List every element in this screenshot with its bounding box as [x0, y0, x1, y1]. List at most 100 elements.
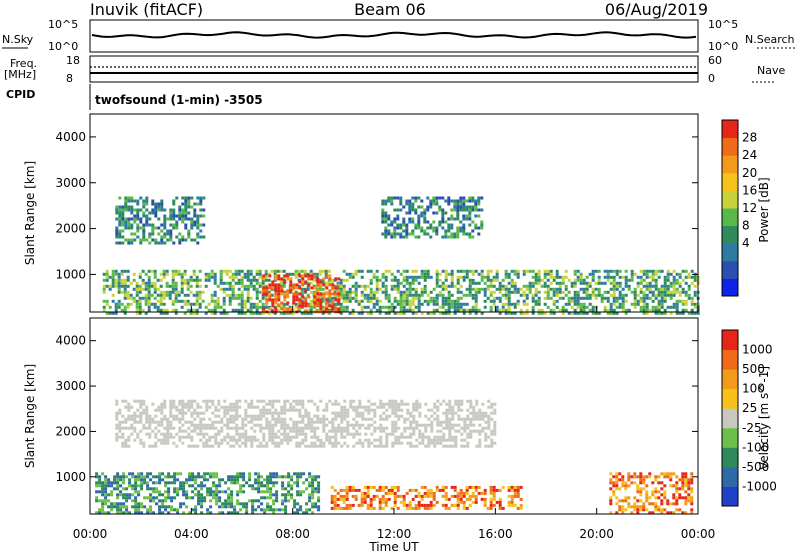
range-gate-cell	[369, 500, 373, 504]
range-gate-cell	[198, 284, 202, 288]
range-gate-cell	[268, 286, 272, 290]
range-gate-cell	[411, 269, 415, 273]
range-gate-cell	[121, 211, 125, 215]
range-gate-cell	[249, 269, 253, 273]
range-gate-cell	[394, 402, 398, 406]
range-gate-cell	[142, 423, 146, 427]
range-gate-cell	[284, 493, 288, 497]
range-gate-cell	[266, 487, 270, 491]
range-gate-cell	[190, 429, 194, 433]
range-gate-cell	[381, 272, 385, 276]
range-gate-cell	[462, 214, 466, 218]
range-gate-cell	[460, 402, 464, 406]
range-gate-cell	[415, 423, 419, 427]
range-gate-cell	[272, 511, 276, 515]
range-gate-cell	[409, 435, 413, 439]
range-gate-cell	[387, 299, 391, 303]
range-gate-cell	[432, 497, 436, 501]
range-gate-cell	[277, 277, 281, 281]
range-gate-cell	[181, 417, 185, 421]
range-gate-cell	[367, 423, 371, 427]
range-gate-cell	[180, 281, 184, 285]
range-gate-cell	[205, 408, 209, 412]
range-gate-cell	[101, 508, 105, 512]
range-gate-cell	[411, 202, 415, 206]
range-gate-cell	[513, 503, 517, 507]
range-gate-cell	[346, 429, 350, 433]
range-gate-cell	[636, 508, 640, 512]
range-gate-cell	[417, 281, 421, 285]
range-gate-cell	[139, 217, 143, 221]
range-gate-cell	[213, 308, 217, 312]
range-gate-cell	[136, 420, 140, 424]
range-gate-cell	[178, 408, 182, 412]
range-gate-cell	[127, 408, 131, 412]
range-gate-cell	[651, 490, 655, 494]
range-gate-cell	[226, 405, 230, 409]
range-gate-cell	[151, 199, 155, 203]
range-gate-cell	[157, 405, 161, 409]
range-gate-cell	[447, 196, 451, 200]
range-gate-cell	[376, 426, 380, 430]
range-gate-cell	[157, 232, 161, 236]
range-gate-cell	[205, 405, 209, 409]
range-gate-cell	[504, 308, 508, 312]
range-gate-cell	[367, 444, 371, 448]
nsky-trace	[91, 31, 697, 39]
range-gate-cell	[126, 284, 130, 288]
range-gate-cell	[549, 281, 553, 285]
range-gate-cell	[681, 484, 685, 488]
range-gate-cell	[447, 217, 451, 221]
range-gate-cell	[450, 199, 454, 203]
range-gate-cell	[274, 295, 278, 299]
range-gate-cell	[200, 496, 204, 500]
range-gate-cell	[286, 432, 290, 436]
range-gate-cell	[149, 511, 153, 515]
range-gate-cell	[267, 311, 271, 315]
range-gate-cell	[114, 305, 118, 309]
range-gate-cell	[420, 311, 424, 315]
range-gate-cell	[115, 399, 119, 403]
range-gate-cell	[426, 275, 430, 279]
range-gate-cell	[263, 496, 267, 500]
range-gate-cell	[411, 296, 415, 300]
range-gate-cell	[513, 269, 517, 273]
range-gate-cell	[651, 502, 655, 506]
range-gate-cell	[612, 275, 616, 279]
range-gate-cell	[489, 290, 493, 294]
range-gate-cell	[405, 491, 409, 495]
range-gate-cell	[119, 493, 123, 497]
range-gate-cell	[157, 205, 161, 209]
range-gate-cell	[393, 299, 397, 303]
range-gate-cell	[418, 435, 422, 439]
range-gate-cell	[232, 426, 236, 430]
range-gate-cell	[272, 493, 276, 497]
range-gate-cell	[448, 411, 452, 415]
range-gate-cell	[493, 402, 497, 406]
range-gate-cell	[296, 475, 300, 479]
range-gate-cell	[166, 420, 170, 424]
range-gate-cell	[253, 438, 257, 442]
range-gate-cell	[235, 438, 239, 442]
range-gate-cell	[393, 229, 397, 233]
range-gate-cell	[406, 411, 410, 415]
range-gate-cell	[199, 420, 203, 424]
range-gate-cell	[339, 488, 343, 492]
range-gate-cell	[438, 272, 442, 276]
range-gate-cell	[396, 284, 400, 288]
range-gate-cell	[214, 435, 218, 439]
range-gate-cell	[225, 293, 229, 297]
range-gate-cell	[268, 432, 272, 436]
range-gate-cell	[169, 420, 173, 424]
range-gate-cell	[184, 411, 188, 415]
range-gate-cell	[498, 281, 502, 285]
range-gate-cell	[145, 432, 149, 436]
range-gate-cell	[271, 438, 275, 442]
range-gate-cell	[119, 505, 123, 509]
range-gate-cell	[271, 286, 275, 290]
range-gate-cell	[122, 496, 126, 500]
range-gate-cell	[654, 278, 658, 282]
range-gate-cell	[345, 305, 349, 309]
range-gate-cell	[149, 487, 153, 491]
range-gate-cell	[144, 281, 148, 285]
